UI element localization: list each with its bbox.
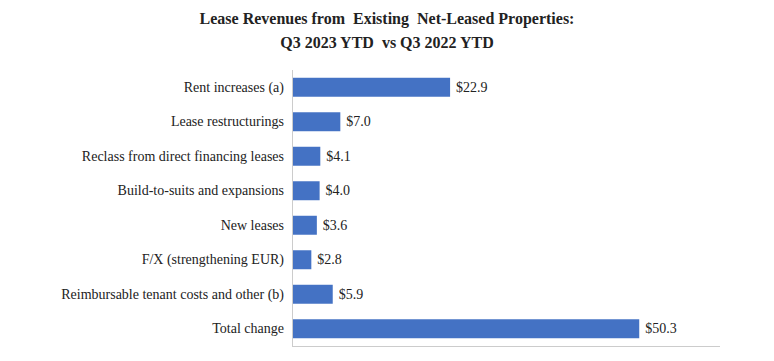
bar: [292, 147, 320, 166]
data-label: $4.0: [326, 183, 351, 198]
bar: [292, 181, 320, 200]
chart-subtitle: Q3 2023 YTD vs Q3 2022 YTD: [280, 34, 494, 51]
chart-title: Lease Revenues from Existing Net-Leased …: [200, 10, 575, 28]
data-label: $2.8: [317, 252, 342, 267]
bar: [292, 285, 333, 304]
bar: [292, 78, 450, 97]
y-tick-label: Lease restructurings: [171, 114, 284, 129]
data-label: $50.3: [645, 321, 677, 336]
y-tick-label: F/X (strengthening EUR): [142, 252, 285, 268]
bar: [292, 216, 317, 235]
y-axis-line: [292, 70, 293, 346]
chart-svg: Lease Revenues from Existing Net-Leased …: [0, 0, 774, 361]
data-label: $3.6: [323, 218, 348, 233]
bar: [292, 250, 311, 269]
y-tick-label: Rent increases (a): [184, 80, 285, 96]
bar: [292, 319, 639, 338]
data-label: $22.9: [456, 80, 488, 95]
y-tick-label: Build-to-suits and expansions: [118, 183, 284, 198]
data-label: $4.1: [326, 149, 351, 164]
plot-area: [292, 78, 639, 338]
y-tick-label: Reclass from direct financing leases: [82, 149, 284, 164]
chart-container: Lease Revenues from Existing Net-Leased …: [0, 0, 774, 361]
data-label: $7.0: [346, 114, 371, 129]
y-tick-label: New leases: [221, 218, 284, 233]
bar: [292, 112, 340, 131]
data-label: $5.9: [339, 287, 364, 302]
y-tick-label: Total change: [212, 321, 284, 336]
y-tick-label: Reimbursable tenant costs and other (b): [61, 287, 284, 303]
x-axis-line: [292, 346, 720, 347]
